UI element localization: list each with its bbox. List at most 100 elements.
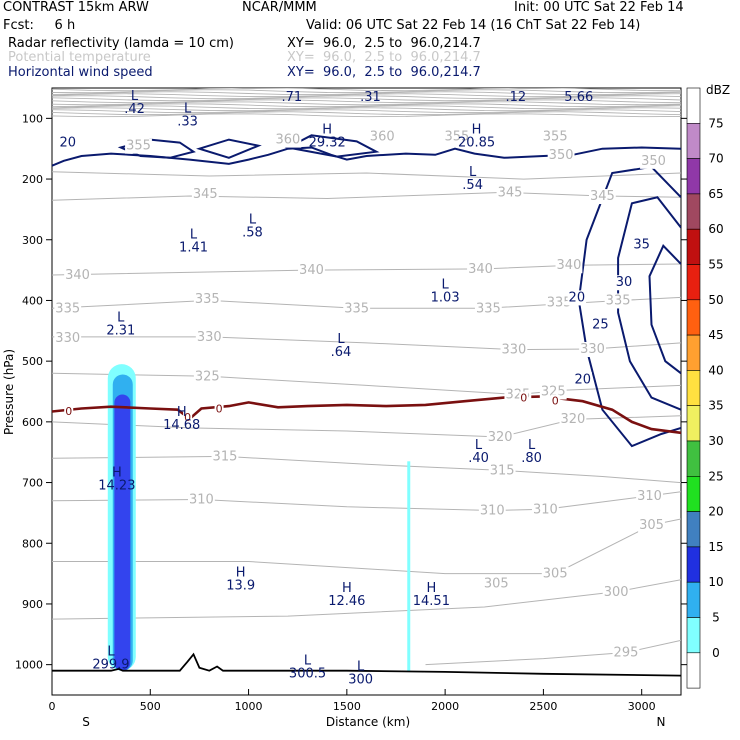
theta-label-bg bbox=[54, 301, 82, 317]
wind-label: 25 bbox=[592, 318, 609, 333]
theta-label-bg bbox=[496, 185, 524, 201]
x-tick-label: 500 bbox=[140, 700, 161, 713]
extremum-value: 1.03 bbox=[431, 290, 460, 305]
x-tick-label: 3000 bbox=[628, 700, 656, 713]
colorbar-level-label: 65 bbox=[708, 187, 723, 201]
wind-label: 30 bbox=[616, 275, 633, 290]
y-axis-label: Pressure (hPa) bbox=[2, 349, 16, 435]
freezing-label: 0 bbox=[184, 411, 191, 424]
theta-label: 320 bbox=[560, 412, 585, 427]
wind-label: 20 bbox=[574, 372, 591, 387]
extremum-letter: L bbox=[131, 89, 139, 104]
theta-label: 330 bbox=[55, 331, 80, 346]
extremum-value: 12.46 bbox=[328, 594, 365, 609]
extremum-letter: H bbox=[342, 581, 352, 596]
theta-label: 345 bbox=[590, 189, 615, 204]
colorbar-swatch bbox=[686, 652, 701, 689]
extremum-value: .71 bbox=[281, 90, 302, 105]
theta-label-bg bbox=[193, 292, 221, 308]
colorbar-level-label: 50 bbox=[708, 293, 723, 307]
extremum-value: 2.31 bbox=[106, 324, 135, 339]
extremum-value: .31 bbox=[360, 90, 381, 105]
init-time: Init: 00 UTC Sat 22 Feb 14 bbox=[514, 0, 684, 15]
terrain-profile bbox=[52, 652, 681, 677]
upper-theta-contour bbox=[52, 109, 681, 114]
colorbar-swatch bbox=[686, 511, 701, 548]
y-tick-label: 1000 bbox=[15, 659, 43, 672]
colorbar-level-label: 40 bbox=[708, 363, 723, 377]
reflectivity-cell bbox=[114, 394, 131, 671]
theta-label: 355 bbox=[126, 139, 151, 154]
theta-label-bg bbox=[195, 329, 223, 345]
freezing-label: 0 bbox=[552, 395, 559, 408]
extremum-value: 14.51 bbox=[413, 594, 450, 609]
theta-label: 330 bbox=[502, 343, 527, 358]
upper-theta-contour bbox=[52, 99, 681, 104]
theta-label: 335 bbox=[547, 295, 572, 310]
extremum-value: 5.66 bbox=[564, 90, 593, 105]
x-tick-label: 1500 bbox=[333, 700, 361, 713]
theta-label: 335 bbox=[195, 292, 220, 307]
theta-contour bbox=[425, 639, 681, 666]
reflectivity-cell bbox=[407, 461, 411, 671]
field-wind-name: Horizontal wind speed bbox=[8, 65, 153, 80]
colorbar-swatch bbox=[686, 475, 701, 512]
forecast-hour: Fcst: 6 h bbox=[3, 18, 76, 33]
extremum-value: .12 bbox=[506, 90, 527, 105]
model-title: CONTRAST 15km ARW bbox=[3, 0, 149, 15]
theta-label: 325 bbox=[195, 369, 220, 384]
theta-label: 335 bbox=[55, 301, 80, 316]
extremum-value: .80 bbox=[521, 451, 542, 466]
theta-label-bg bbox=[125, 138, 152, 154]
extremum-letter: L bbox=[117, 311, 125, 326]
theta-label: 355 bbox=[445, 130, 470, 145]
theta-label-bg bbox=[368, 129, 396, 145]
colorbar-swatch bbox=[686, 581, 701, 618]
isotach-loop bbox=[284, 134, 380, 158]
theta-label-bg bbox=[555, 258, 583, 274]
extremum-value: 13.9 bbox=[226, 579, 255, 594]
theta-label-bg bbox=[539, 384, 567, 400]
extremum-value: 20.85 bbox=[458, 136, 495, 151]
extremum-letter: L bbox=[528, 438, 536, 453]
theta-label: 310 bbox=[480, 503, 505, 518]
terrain-line bbox=[52, 652, 681, 677]
extremum-letter: L bbox=[288, 77, 296, 92]
theta-label: 360 bbox=[370, 130, 395, 145]
freezing-label-bg bbox=[214, 402, 224, 416]
field-reflectivity-name: Radar reflectivity (lamda = 10 cm) bbox=[8, 36, 234, 51]
colorbar-units: dBZ bbox=[706, 83, 730, 97]
extremum-value: .42 bbox=[124, 102, 145, 117]
extremum-letter: L bbox=[249, 212, 257, 227]
reflectivity-cells bbox=[107, 364, 411, 671]
upper-theta-contour bbox=[52, 91, 681, 96]
y-tick-label: 400 bbox=[22, 294, 43, 307]
theta-contour bbox=[52, 579, 681, 620]
extremum-letter: L bbox=[304, 654, 312, 669]
colorbar-level-label: 35 bbox=[708, 399, 723, 413]
y-tick-label: 200 bbox=[22, 173, 43, 186]
theta-label: 310 bbox=[533, 502, 558, 517]
extremum-value: .33 bbox=[177, 114, 198, 129]
isotach-jet bbox=[648, 244, 681, 375]
colorbar-swatch bbox=[686, 158, 701, 195]
colorbar-level-label: 45 bbox=[708, 328, 723, 342]
upper-theta-contour bbox=[52, 97, 681, 102]
colorbar-level-label: 30 bbox=[708, 434, 723, 448]
theta-label: 305 bbox=[639, 518, 664, 533]
field-reflectivity-xy: XY= 96.0, 2.5 to 96.0,214.7 bbox=[287, 36, 481, 51]
freezing-level bbox=[52, 395, 681, 435]
extremum-letter: L bbox=[337, 332, 345, 347]
colorbar-swatch bbox=[686, 334, 701, 371]
y-tick-label: 800 bbox=[22, 537, 43, 550]
high-low-labels: L.42 L.33L.71L.31L.12 5.66H29.32H20.85L.54… bbox=[92, 77, 593, 688]
theta-contour bbox=[52, 415, 681, 438]
theta-label: 340 bbox=[557, 258, 582, 273]
theta-label-bg bbox=[478, 503, 506, 519]
colorbar-level-label: 15 bbox=[708, 540, 723, 554]
theta-label-bg bbox=[604, 293, 632, 309]
theta-label-bg bbox=[500, 342, 528, 358]
theta-label-bg bbox=[579, 342, 606, 358]
theta-label-bg bbox=[298, 263, 325, 279]
